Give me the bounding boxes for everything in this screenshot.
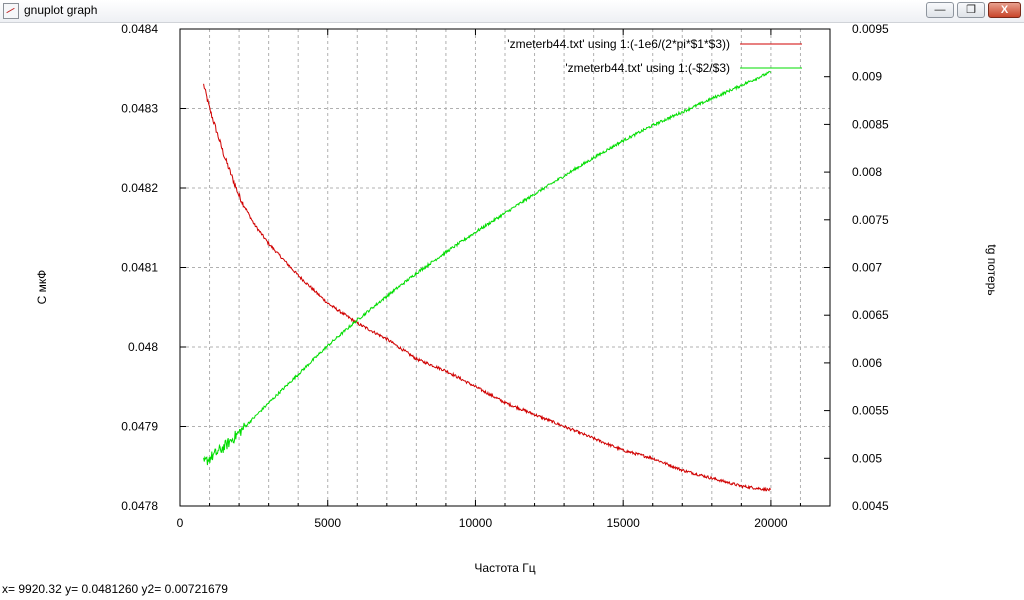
series-line-2 (203, 70, 772, 466)
x-readout-label: x= (2, 582, 16, 596)
title-bar[interactable]: gnuplot graph — ❐ X (0, 0, 1024, 23)
y-tick-label: 0.0478 (121, 499, 158, 513)
series-line-1 (203, 83, 772, 492)
y2-tick-label: 0.006 (852, 356, 882, 370)
y2-readout-value: 0.00721679 (164, 582, 228, 596)
x-tick-label: 20000 (754, 516, 788, 530)
y2-tick-label: 0.0045 (852, 499, 889, 513)
y2-tick-label: 0.0055 (852, 404, 889, 418)
gnuplot-app-icon[interactable] (3, 3, 19, 19)
maximize-button[interactable]: ❐ (957, 2, 985, 18)
x-tick-label: 0 (177, 516, 184, 530)
axis-ticks: 0 5000 10000 15000 20000 0.0478 0.0479 0.048 0.0… (121, 22, 889, 530)
y-readout-value: 0.0481260 (81, 582, 139, 596)
y-tick-label: 0.0479 (121, 420, 158, 434)
legend-label-2: 'zmeterb44.txt' using 1:(-$2/$3) (565, 61, 730, 75)
close-button[interactable]: X (988, 2, 1021, 18)
x-tick-label: 15000 (606, 516, 640, 530)
chart-canvas[interactable]: 0 5000 10000 15000 20000 0.0478 0.0479 0.048 0.0… (0, 22, 1024, 578)
x-axis-label: Частота Гц (474, 561, 535, 575)
y-axis-label: С мкФ (35, 270, 49, 305)
y-readout-label: y= (65, 582, 79, 596)
y-tick-label: 0.048 (128, 340, 158, 354)
y2-tick-label: 0.0095 (852, 22, 889, 36)
y2-tick-label: 0.0085 (852, 117, 889, 131)
y-tick-label: 0.0481 (121, 261, 158, 275)
y-tick-label: 0.0483 (121, 102, 158, 116)
y2-readout-label: y2= (141, 582, 162, 596)
legend-label-1: 'zmeterb44.txt' using 1:(-1e6/(2*pi*$1*$… (507, 37, 730, 51)
y2-axis-label: tg потерь (985, 244, 999, 295)
series-curves (203, 70, 772, 492)
y2-tick-label: 0.0065 (852, 308, 889, 322)
cursor-readout: x= 9920.32 y= 0.0481260 y2= 0.00721679 (2, 582, 228, 596)
minimize-button[interactable]: — (926, 2, 954, 18)
y2-tick-label: 0.007 (852, 261, 882, 275)
x-readout-value: 9920.32 (18, 582, 62, 596)
y2-tick-label: 0.008 (852, 165, 882, 179)
y2-tick-label: 0.0075 (852, 213, 889, 227)
x-tick-label: 10000 (459, 516, 493, 530)
legend: 'zmeterb44.txt' using 1:(-1e6/(2*pi*$1*$… (507, 37, 802, 75)
y-tick-label: 0.0484 (121, 22, 158, 36)
y-tick-label: 0.0482 (121, 181, 158, 195)
y2-tick-label: 0.009 (852, 70, 882, 84)
grid-lines (180, 29, 830, 506)
window-title: gnuplot graph (24, 3, 98, 17)
y2-tick-label: 0.005 (852, 451, 882, 465)
x-tick-label: 5000 (314, 516, 341, 530)
